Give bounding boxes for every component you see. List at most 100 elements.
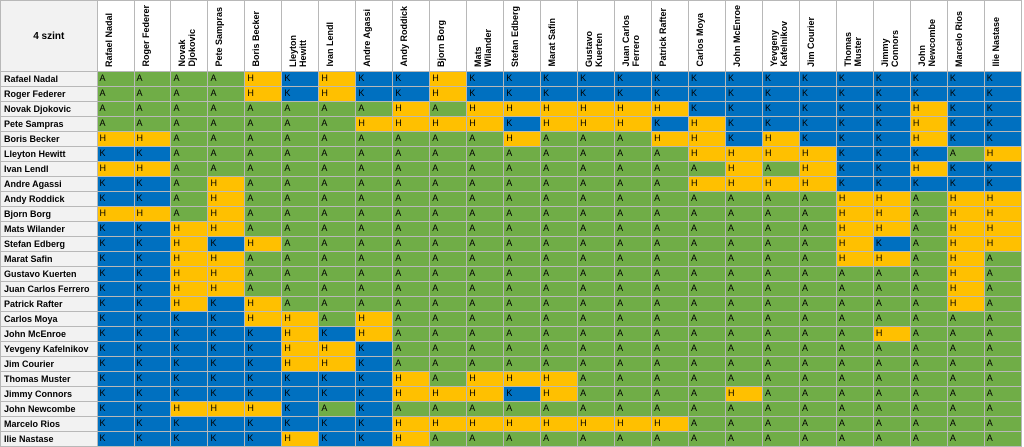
matchup-cell[interactable]: A xyxy=(798,311,837,327)
matchup-cell[interactable]: A xyxy=(318,191,357,207)
matchup-cell[interactable]: H xyxy=(761,146,800,162)
matchup-cell[interactable]: A xyxy=(651,386,690,402)
matchup-cell[interactable]: H xyxy=(577,416,616,432)
row-header[interactable]: Boris Becker xyxy=(0,131,98,147)
matchup-cell[interactable]: A xyxy=(577,281,616,297)
matchup-cell[interactable]: H xyxy=(355,311,394,327)
matchup-cell[interactable]: A xyxy=(466,296,505,312)
matchup-cell[interactable]: H xyxy=(688,131,727,147)
matchup-cell[interactable]: A xyxy=(503,281,542,297)
matchup-cell[interactable]: A xyxy=(244,221,283,237)
matchup-cell[interactable]: A xyxy=(429,236,468,252)
matchup-cell[interactable]: A xyxy=(651,431,690,447)
matchup-cell[interactable]: A xyxy=(761,251,800,267)
matchup-cell[interactable]: A xyxy=(798,191,837,207)
matchup-cell[interactable]: K xyxy=(318,416,357,432)
matchup-cell[interactable]: H xyxy=(207,191,246,207)
matchup-cell[interactable]: K xyxy=(133,416,172,432)
matchup-cell[interactable]: A xyxy=(909,416,948,432)
row-header[interactable]: Marcelo Rios xyxy=(0,416,98,432)
matchup-cell[interactable]: A xyxy=(170,131,209,147)
matchup-cell[interactable]: H xyxy=(872,251,911,267)
matchup-cell[interactable]: A xyxy=(281,296,320,312)
matchup-cell[interactable]: A xyxy=(577,131,616,147)
matchup-cell[interactable]: A xyxy=(909,221,948,237)
matchup-cell[interactable]: A xyxy=(614,236,653,252)
matchup-cell[interactable]: A xyxy=(170,71,209,87)
matchup-cell[interactable]: A xyxy=(540,356,579,372)
matchup-cell[interactable]: A xyxy=(392,341,431,357)
matchup-cell[interactable]: A xyxy=(207,146,246,162)
matchup-cell[interactable]: H xyxy=(761,131,800,147)
row-header[interactable]: John Newcombe xyxy=(0,401,98,417)
matchup-cell[interactable]: A xyxy=(281,176,320,192)
matchup-cell[interactable]: A xyxy=(133,86,172,102)
matchup-cell[interactable]: A xyxy=(909,251,948,267)
row-header[interactable]: John McEnroe xyxy=(0,326,98,342)
matchup-cell[interactable]: A xyxy=(466,401,505,417)
matchup-cell[interactable]: K xyxy=(281,71,320,87)
matchup-cell[interactable]: K xyxy=(133,356,172,372)
matchup-cell[interactable]: K xyxy=(244,386,283,402)
matchup-cell[interactable]: A xyxy=(614,296,653,312)
matchup-cell[interactable]: A xyxy=(96,71,135,87)
matchup-cell[interactable]: H xyxy=(281,326,320,342)
matchup-cell[interactable]: H xyxy=(872,191,911,207)
matchup-cell[interactable]: K xyxy=(207,431,246,447)
matchup-cell[interactable]: K xyxy=(835,86,874,102)
matchup-cell[interactable]: H xyxy=(909,161,948,177)
matchup-cell[interactable]: A xyxy=(761,266,800,282)
matchup-cell[interactable]: A xyxy=(761,356,800,372)
matchup-cell[interactable]: A xyxy=(614,146,653,162)
matchup-cell[interactable]: K xyxy=(761,116,800,132)
corner-label[interactable]: 4 szint xyxy=(0,0,98,72)
matchup-cell[interactable]: K xyxy=(170,326,209,342)
matchup-cell[interactable]: A xyxy=(207,161,246,177)
matchup-cell[interactable]: H xyxy=(170,296,209,312)
matchup-cell[interactable]: A xyxy=(725,371,763,387)
matchup-cell[interactable]: A xyxy=(651,176,690,192)
matchup-cell[interactable]: A xyxy=(577,266,616,282)
matchup-cell[interactable]: A xyxy=(170,161,209,177)
matchup-cell[interactable]: A xyxy=(872,311,911,327)
matchup-cell[interactable]: H xyxy=(946,266,985,282)
matchup-cell[interactable]: A xyxy=(614,176,653,192)
matchup-cell[interactable]: A xyxy=(651,326,690,342)
matchup-cell[interactable]: K xyxy=(392,71,431,87)
matchup-cell[interactable]: A xyxy=(318,131,357,147)
matchup-cell[interactable]: H xyxy=(909,131,948,147)
matchup-cell[interactable]: A xyxy=(392,326,431,342)
matchup-cell[interactable]: A xyxy=(577,386,616,402)
matchup-cell[interactable]: A xyxy=(761,161,800,177)
matchup-cell[interactable]: K xyxy=(207,386,246,402)
matchup-cell[interactable]: A xyxy=(540,296,579,312)
column-header[interactable]: Pete Sampras xyxy=(207,0,246,72)
matchup-cell[interactable]: H xyxy=(725,146,763,162)
matchup-cell[interactable]: A xyxy=(318,116,357,132)
matchup-cell[interactable]: H xyxy=(688,146,727,162)
matchup-cell[interactable]: H xyxy=(503,101,542,117)
matchup-cell[interactable]: K xyxy=(318,326,357,342)
matchup-cell[interactable]: K xyxy=(688,101,727,117)
matchup-cell[interactable]: K xyxy=(798,131,837,147)
matchup-cell[interactable]: A xyxy=(872,296,911,312)
matchup-cell[interactable]: H xyxy=(96,161,135,177)
matchup-cell[interactable]: K xyxy=(798,116,837,132)
matchup-cell[interactable]: A xyxy=(318,266,357,282)
matchup-cell[interactable]: A xyxy=(983,356,1023,372)
matchup-cell[interactable]: A xyxy=(798,296,837,312)
matchup-cell[interactable]: A xyxy=(983,326,1023,342)
matchup-cell[interactable]: K xyxy=(983,161,1023,177)
matchup-cell[interactable]: A xyxy=(503,206,542,222)
matchup-cell[interactable]: K xyxy=(281,386,320,402)
matchup-cell[interactable]: A xyxy=(244,251,283,267)
matchup-cell[interactable]: A xyxy=(392,266,431,282)
matchup-cell[interactable]: K xyxy=(96,296,135,312)
matchup-cell[interactable]: A xyxy=(688,266,727,282)
matchup-cell[interactable]: A xyxy=(725,401,763,417)
matchup-cell[interactable]: K xyxy=(96,326,135,342)
column-header[interactable]: Roger Federer xyxy=(133,0,172,72)
matchup-cell[interactable]: A xyxy=(207,116,246,132)
matchup-cell[interactable]: A xyxy=(540,146,579,162)
matchup-cell[interactable]: A xyxy=(429,206,468,222)
